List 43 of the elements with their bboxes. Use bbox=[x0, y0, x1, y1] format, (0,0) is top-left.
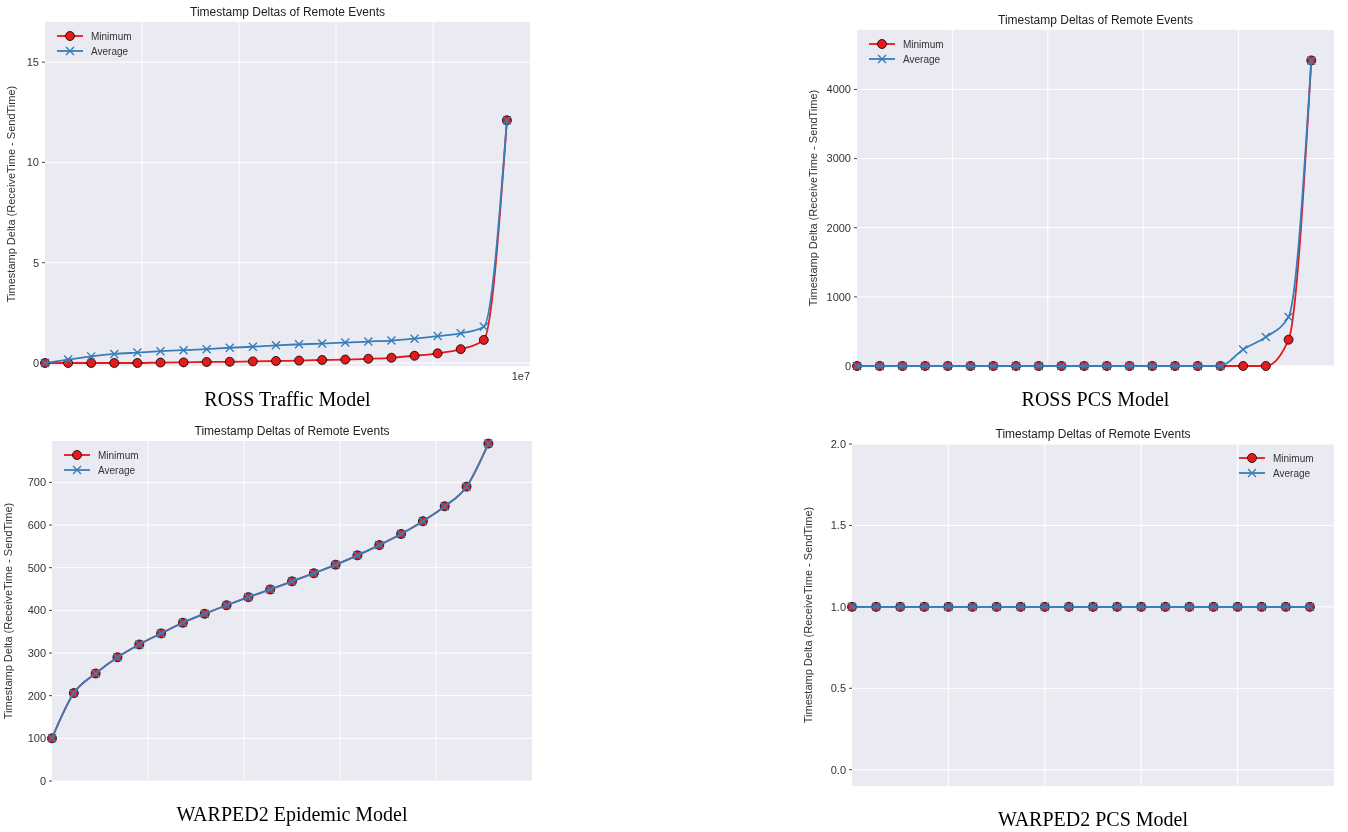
chart-title: Timestamp Deltas of Remote Events bbox=[998, 13, 1193, 27]
x-axis-title: WARPED2 Epidemic Model bbox=[176, 803, 408, 826]
y-tick-label: 100 bbox=[27, 732, 46, 745]
y-tick-label: 3000 bbox=[826, 152, 851, 165]
y-tick-label: 1.5 bbox=[830, 519, 846, 532]
y-tick-label: 2.0 bbox=[830, 437, 846, 450]
y-tick-label: 10 bbox=[26, 156, 39, 169]
x-axis-title: ROSS PCS Model bbox=[1021, 388, 1170, 410]
y-tick-label: 700 bbox=[27, 476, 46, 489]
y-axis-title: Timestamp Delta (ReceiveTime - SendTime) bbox=[2, 502, 14, 720]
y-axis-title: Timestamp Delta (ReceiveTime - SendTime) bbox=[807, 89, 819, 307]
y-tick-label: 0 bbox=[844, 359, 851, 372]
text: 1e7 bbox=[511, 370, 530, 382]
y-tick-label: 2000 bbox=[826, 221, 851, 234]
y-tick-label: 400 bbox=[27, 604, 46, 617]
y-axis-title: Timestamp Delta (ReceiveTime - SendTime) bbox=[802, 506, 814, 724]
y-tick-label: 5 bbox=[32, 256, 39, 269]
y-tick-label: 600 bbox=[27, 518, 46, 531]
y-tick-label: 300 bbox=[27, 646, 46, 659]
chart-title: Timestamp Deltas of Remote Events bbox=[194, 424, 390, 438]
y-tick-label: 1.0 bbox=[830, 600, 846, 613]
y-axis-title: Timestamp Delta (ReceiveTime - SendTime) bbox=[5, 85, 17, 303]
legend-label: Minimum bbox=[98, 449, 139, 461]
chart-title: Timestamp Deltas of Remote Events bbox=[190, 5, 385, 19]
legend-label: Average bbox=[98, 464, 136, 476]
y-tick-label: 0.5 bbox=[830, 682, 846, 695]
y-tick-label: 0 bbox=[32, 356, 39, 369]
legend-label: Minimum bbox=[1273, 452, 1314, 464]
legend-label: Minimum bbox=[903, 38, 944, 50]
y-tick-label: 0.0 bbox=[830, 763, 846, 776]
y-tick-label: 1000 bbox=[826, 290, 851, 303]
y-tick-label: 15 bbox=[26, 55, 39, 68]
chart-title: Timestamp Deltas of Remote Events bbox=[995, 427, 1191, 441]
x-axis-title: WARPED2 PCS Model bbox=[997, 808, 1189, 830]
x-axis-title: ROSS Traffic Model bbox=[204, 388, 372, 410]
y-tick-label: 0 bbox=[39, 774, 46, 787]
y-tick-label: 200 bbox=[27, 689, 46, 702]
legend-label: Average bbox=[1273, 467, 1311, 479]
y-tick-label: 4000 bbox=[826, 83, 851, 96]
legend-label: Average bbox=[903, 53, 941, 65]
y-tick-label: 500 bbox=[27, 561, 46, 574]
legend-label: Minimum bbox=[91, 30, 132, 42]
legend-label: Average bbox=[91, 45, 129, 57]
